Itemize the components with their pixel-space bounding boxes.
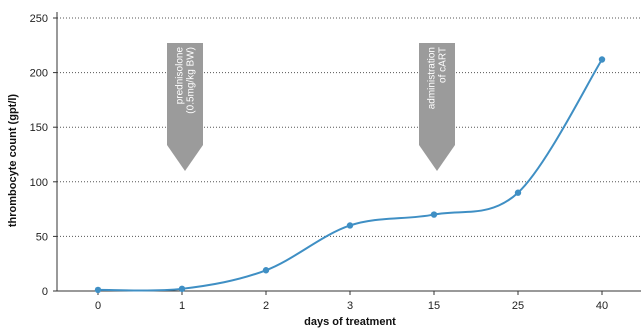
annotation-arrow: administration of cART [419, 43, 455, 171]
data-point [514, 189, 522, 196]
x-tick-label: 2 [263, 300, 269, 312]
x-tick-labels: 0 1 2 3 15 25 40 [95, 291, 608, 312]
x-tick-label: 40 [596, 300, 608, 312]
y-axis-title: thrombocyte count (gpt/l) [7, 94, 19, 228]
data-points [94, 56, 606, 294]
data-point [178, 285, 186, 293]
y-tick-label: 150 [30, 122, 48, 134]
annotation-arrow-shape [167, 43, 203, 171]
data-point [94, 286, 102, 294]
data-point [262, 267, 270, 274]
annotation-text: prednisolone [175, 47, 186, 105]
y-tick-label: 0 [42, 286, 48, 298]
x-tick-label: 25 [512, 300, 524, 312]
data-point [346, 222, 354, 229]
x-tick-label: 15 [428, 300, 440, 312]
gridlines [57, 17, 641, 237]
axes [56, 12, 641, 292]
data-point [598, 56, 606, 63]
y-tick-label: 100 [30, 177, 48, 189]
y-tick-label: 50 [36, 231, 48, 243]
x-tick-label: 1 [179, 300, 185, 312]
annotation-text: administration [427, 47, 438, 109]
x-axis-title: days of treatment [304, 316, 396, 328]
annotation-text: (0.5mg/kg BW) [186, 47, 197, 114]
annotation-arrows: prednisolone (0.5mg/kg BW) administration o… [167, 43, 455, 171]
annotation-text: of cART [438, 47, 449, 83]
y-tick-label: 200 [30, 68, 48, 80]
annotation-arrow-shape [419, 43, 455, 171]
y-tick-labels: 0 50 100 150 200 250 [30, 13, 57, 298]
data-point [430, 211, 438, 218]
x-tick-label: 0 [95, 300, 101, 312]
x-tick-label: 3 [347, 300, 353, 312]
y-tick-label: 250 [30, 13, 48, 25]
annotation-arrow: prednisolone (0.5mg/kg BW) [167, 43, 203, 171]
